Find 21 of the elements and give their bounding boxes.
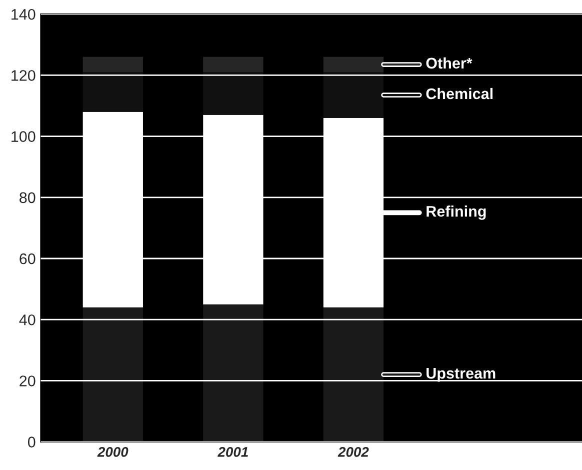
bar — [203, 72, 264, 115]
legend-label: Chemical — [426, 88, 492, 100]
y-tick-label: 100 — [12, 131, 36, 142]
bar — [82, 72, 143, 112]
x-tick-label: 2000 — [97, 447, 128, 457]
y-tick-label: 140 — [12, 8, 36, 20]
legend-label: Refining — [426, 206, 486, 220]
legend-label: Other* — [426, 57, 472, 69]
y-tick-label: 20 — [20, 376, 36, 386]
x-tick-label: 2001 — [218, 447, 248, 457]
y-tick-label: 0 — [28, 436, 36, 448]
y-tick-label: 80 — [20, 192, 36, 204]
bar — [203, 304, 264, 442]
legend-label: Upstream — [426, 368, 496, 382]
bar — [82, 56, 143, 72]
bar — [82, 307, 143, 442]
x-tick-label: 2002 — [338, 447, 369, 457]
y-tick-label: 120 — [12, 70, 36, 81]
bar — [203, 56, 264, 72]
y-tick-label: 40 — [19, 314, 36, 326]
y-tick-label: 60 — [20, 253, 36, 264]
